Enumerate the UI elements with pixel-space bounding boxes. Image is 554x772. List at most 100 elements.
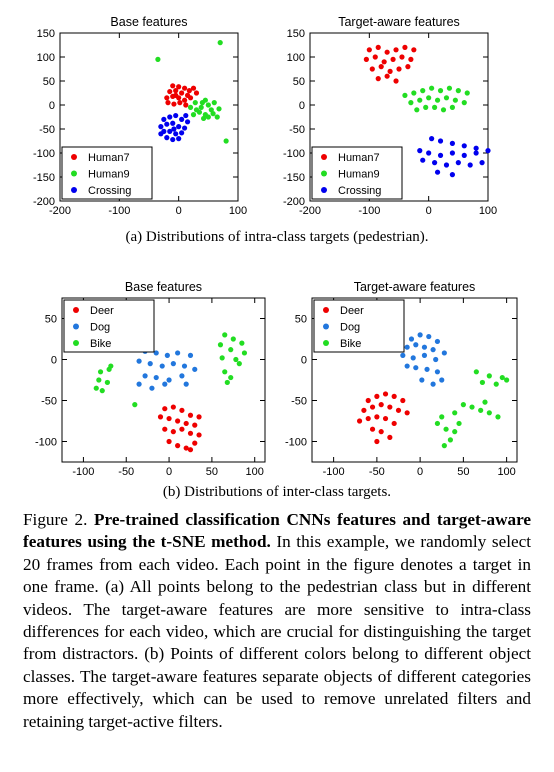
y-tick-label: -200 <box>283 196 305 208</box>
point-bike <box>217 342 224 348</box>
point-crossing <box>176 136 182 142</box>
point-deer <box>166 415 172 422</box>
x-tick-label: 100 <box>479 205 497 217</box>
plot-frame <box>61 297 266 463</box>
point-human7 <box>182 85 188 91</box>
point-dog <box>175 350 181 356</box>
point-deer <box>196 432 202 438</box>
point-dog <box>404 363 410 369</box>
point-crossing <box>449 150 455 156</box>
point-human9 <box>187 104 194 110</box>
point-dog <box>421 344 428 350</box>
point-bike <box>443 426 449 432</box>
point-crossing <box>426 150 432 156</box>
legend-marker <box>323 323 329 330</box>
subcaption-a: (a) Distributions of intra-class targets… <box>125 229 429 245</box>
legend-marker <box>71 170 77 177</box>
y-tick-label: -50 <box>41 396 57 408</box>
point-bike <box>486 373 492 379</box>
y-tick-label: 50 <box>295 314 307 326</box>
y-tick-label: -100 <box>35 437 57 449</box>
point-crossing <box>485 148 491 154</box>
point-deer <box>391 420 397 427</box>
legend-label: Bike <box>90 338 111 350</box>
point-human7 <box>408 56 414 63</box>
y-tick-label: -200 <box>33 196 55 208</box>
point-dog <box>136 381 142 387</box>
plot-frame <box>311 297 518 463</box>
point-human9 <box>464 90 470 96</box>
point-deer <box>374 438 380 445</box>
point-deer <box>356 418 363 424</box>
point-human7 <box>179 90 185 96</box>
point-crossing <box>179 130 185 136</box>
point-bike <box>224 379 230 386</box>
y-tick-label: 150 <box>37 28 55 40</box>
chart-title: Base features <box>125 280 202 294</box>
point-human7 <box>167 88 173 95</box>
x-tick-label: -100 <box>108 205 130 217</box>
point-bike <box>96 377 102 383</box>
point-human9 <box>414 107 420 113</box>
point-bike <box>456 420 462 427</box>
point-human7 <box>187 95 194 101</box>
point-human9 <box>437 88 444 94</box>
point-dog <box>183 381 189 387</box>
point-deer <box>187 447 194 453</box>
chart-b-target: Target-aware features -100 -50 0 50 100 -100 -5… <box>285 280 518 478</box>
point-dog <box>413 365 419 371</box>
y-tick-label: -100 <box>33 148 55 160</box>
point-human9 <box>452 97 458 103</box>
x-tick-label: -200 <box>299 205 321 217</box>
legend-box <box>63 299 155 353</box>
legend-box <box>61 146 153 200</box>
point-deer <box>175 443 181 449</box>
legend-label: Deer <box>90 305 114 317</box>
point-dog <box>159 363 165 369</box>
point-human9 <box>190 112 197 118</box>
point-human7 <box>381 59 387 65</box>
point-bike <box>439 414 445 420</box>
point-deer <box>365 397 371 404</box>
legend-marker <box>71 187 77 193</box>
point-bike <box>499 374 505 381</box>
point-human9 <box>408 100 414 106</box>
point-deer <box>369 426 376 432</box>
point-crossing <box>167 114 173 120</box>
point-human7 <box>173 88 179 94</box>
legend: Deer Dog Bike <box>63 299 155 353</box>
point-deer <box>157 414 164 420</box>
point-deer <box>183 420 189 427</box>
x-tick-label: 100 <box>246 466 264 478</box>
caption-text: In this example, we randomly select 20 f… <box>23 532 531 731</box>
point-bike <box>241 350 248 356</box>
y-tick-label: 100 <box>287 52 305 64</box>
point-bike <box>493 381 499 387</box>
figure-2: Base features -200 -100 0 100 -200 -150 -100 -50… <box>33 15 518 478</box>
point-human7 <box>375 44 381 51</box>
point-dog <box>408 336 415 342</box>
x-tick-label: 0 <box>417 466 423 478</box>
point-dog <box>153 374 159 381</box>
point-bike <box>479 379 486 386</box>
legend-marker <box>323 340 329 346</box>
point-crossing <box>164 121 170 127</box>
point-deer <box>192 440 198 446</box>
point-human9 <box>192 100 198 106</box>
caption-bold: Pre-trained classification CNNs features… <box>23 510 532 552</box>
point-bike <box>222 332 228 338</box>
point-human7 <box>375 76 381 82</box>
point-crossing <box>184 119 191 125</box>
legend-label: Human9 <box>88 169 130 181</box>
point-dog <box>192 366 198 372</box>
point-crossing <box>461 152 467 158</box>
point-dog <box>164 352 170 358</box>
point-human9 <box>411 90 417 96</box>
point-crossing <box>434 169 441 175</box>
point-crossing <box>161 116 167 122</box>
point-human7 <box>170 83 176 89</box>
point-human9 <box>417 97 423 103</box>
point-crossing <box>183 112 189 119</box>
y-tick-label: 0 <box>299 100 305 112</box>
point-deer <box>382 391 389 397</box>
